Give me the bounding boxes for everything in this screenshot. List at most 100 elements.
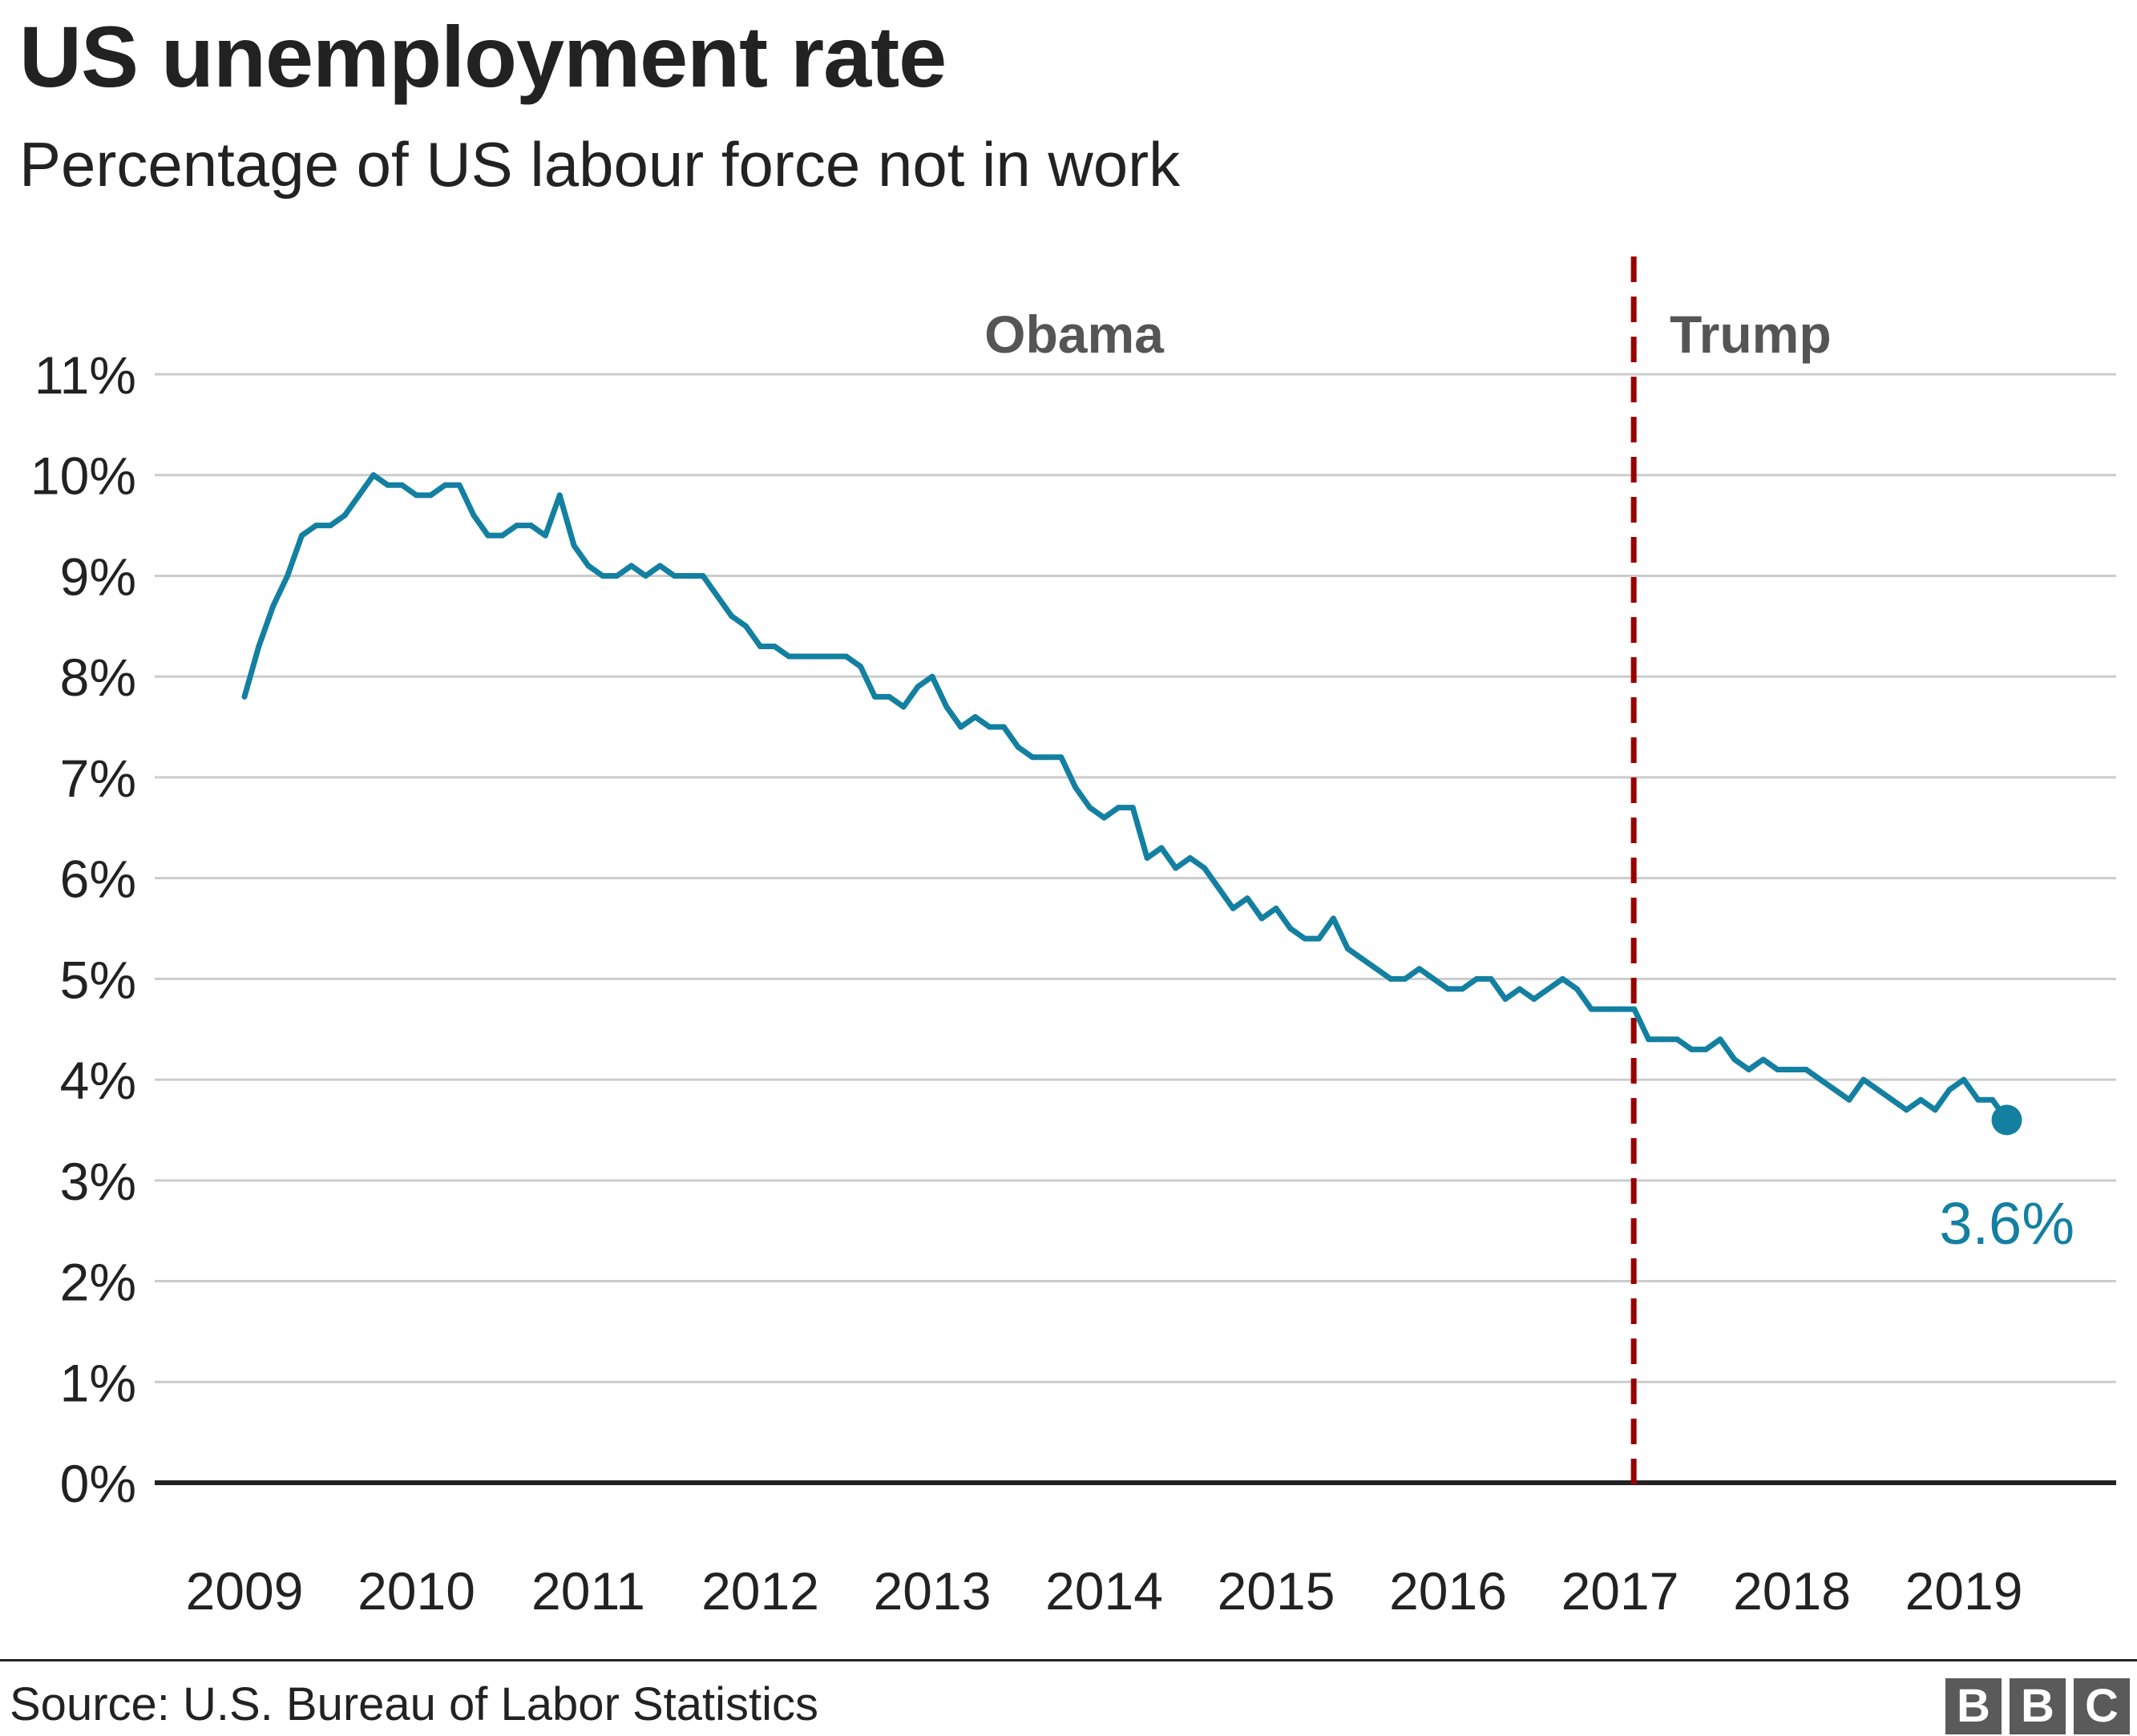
y-tick-label-0: 0% bbox=[60, 1454, 136, 1513]
series-segment-100 bbox=[1674, 1036, 1695, 1052]
series-segment-83 bbox=[1431, 975, 1451, 992]
series-segment-105 bbox=[1746, 1056, 1767, 1073]
y-tick-label-2: 2% bbox=[60, 1253, 136, 1312]
x-tick-label-2018: 2018 bbox=[1733, 1561, 1851, 1621]
chart-title: US unemployment rate bbox=[19, 8, 947, 105]
series-segment-7 bbox=[341, 492, 362, 519]
x-tick-label-2011: 2011 bbox=[531, 1561, 645, 1621]
series-segment-76 bbox=[1330, 915, 1351, 952]
series-segment-72 bbox=[1273, 905, 1294, 931]
series-segment-27 bbox=[628, 563, 648, 579]
series-segment-16 bbox=[471, 512, 491, 539]
series-segment-81 bbox=[1402, 966, 1423, 982]
series-segment-23 bbox=[571, 543, 592, 569]
series-segment-68 bbox=[1215, 885, 1236, 911]
series-segment-64 bbox=[1158, 845, 1179, 871]
x-tick-label-2017: 2017 bbox=[1561, 1561, 1679, 1621]
bbc-logo: B B C bbox=[1945, 1678, 2130, 1734]
series-segment-109 bbox=[1803, 1067, 1824, 1083]
series-segment-71 bbox=[1258, 905, 1279, 922]
series-segment-111 bbox=[1832, 1087, 1852, 1103]
series-segment-66 bbox=[1187, 854, 1208, 871]
period-label-trump: Trump bbox=[1670, 305, 1832, 364]
series-segment-97 bbox=[1631, 1006, 1652, 1043]
series-segment-59 bbox=[1087, 805, 1107, 821]
series-segment-2 bbox=[270, 572, 291, 609]
series-segment-22 bbox=[556, 492, 577, 549]
series-segment-42 bbox=[843, 653, 864, 670]
series-segment-78 bbox=[1359, 955, 1380, 972]
y-tick-label-6: 6% bbox=[60, 850, 136, 909]
series-segment-77 bbox=[1344, 946, 1365, 962]
series-segment-62 bbox=[1129, 805, 1150, 861]
series-segment-15 bbox=[456, 482, 477, 519]
series-segment-26 bbox=[614, 563, 635, 579]
x-tick-label-2009: 2009 bbox=[186, 1561, 304, 1621]
logo-letter-c: C bbox=[2074, 1678, 2130, 1734]
y-tick-label-8: 8% bbox=[60, 648, 136, 707]
series-segment-113 bbox=[1860, 1076, 1881, 1093]
series-segment-8 bbox=[356, 472, 377, 499]
series-segment-34 bbox=[729, 613, 749, 629]
series-segment-93 bbox=[1573, 986, 1594, 1012]
series-segment-117 bbox=[1917, 1096, 1938, 1113]
series-segment-60 bbox=[1101, 805, 1121, 821]
period-label-obama: Obama bbox=[984, 305, 1165, 364]
series-segment-75 bbox=[1316, 915, 1336, 942]
series-segment-115 bbox=[1889, 1096, 1909, 1113]
series-segment-91 bbox=[1545, 975, 1565, 992]
x-tick-label-2014: 2014 bbox=[1045, 1561, 1163, 1621]
series-segment-11 bbox=[399, 482, 419, 499]
y-tick-label-5: 5% bbox=[60, 950, 136, 1009]
y-axis-tick-labels: 0% 1% 2% 3% 4% 5% 6% 7% 8% 9% 10% 11% bbox=[30, 345, 136, 1513]
unemployment-rate-series bbox=[241, 472, 2010, 1123]
y-tick-label-1: 1% bbox=[60, 1353, 136, 1412]
series-segment-24 bbox=[585, 563, 606, 579]
x-tick-label-2019: 2019 bbox=[1905, 1561, 2023, 1621]
gridlines bbox=[155, 373, 2116, 1383]
series-segment-104 bbox=[1731, 1056, 1752, 1073]
series-segment-67 bbox=[1202, 865, 1222, 891]
series-segment-116 bbox=[1903, 1096, 1924, 1113]
series-segment-28 bbox=[642, 563, 663, 579]
series-segment-21 bbox=[542, 492, 563, 539]
logo-letter-b2: B bbox=[2010, 1678, 2066, 1734]
series-segment-112 bbox=[1846, 1076, 1867, 1103]
series-segment-63 bbox=[1144, 845, 1165, 861]
series-segment-51 bbox=[972, 713, 992, 730]
series-segment-102 bbox=[1703, 1036, 1723, 1052]
line-chart: 0%1%2%3%4%5%6%7%8%9%10%11% 2009 2010 2011 2… bbox=[30, 256, 2116, 1621]
logo-letter-b1: B bbox=[1945, 1678, 2002, 1734]
series-segment-4 bbox=[298, 523, 319, 539]
y-tick-label-7: 7% bbox=[60, 749, 136, 808]
series-segment-92 bbox=[1559, 975, 1580, 992]
footer-divider bbox=[0, 1659, 2137, 1661]
series-segment-37 bbox=[771, 643, 792, 660]
series-segment-69 bbox=[1230, 895, 1250, 911]
series-segment-32 bbox=[700, 572, 721, 600]
y-tick-label-11: 11% bbox=[34, 345, 136, 405]
series-segment-119 bbox=[1946, 1076, 1967, 1093]
series-segment-65 bbox=[1173, 854, 1194, 871]
source-note: Source: U.S. Bureau of Labor Statistics bbox=[10, 1678, 819, 1730]
series-segment-50 bbox=[958, 713, 979, 730]
series-segment-47 bbox=[915, 673, 935, 690]
series-segment-70 bbox=[1244, 895, 1265, 922]
series-segment-18 bbox=[499, 523, 520, 539]
series-segment-29 bbox=[656, 563, 677, 579]
series-segment-88 bbox=[1502, 986, 1523, 1003]
series-segment-118 bbox=[1932, 1087, 1953, 1113]
series-segment-3 bbox=[285, 532, 305, 579]
series-segment-49 bbox=[943, 704, 964, 730]
x-tick-label-2015: 2015 bbox=[1218, 1561, 1335, 1621]
x-tick-label-2013: 2013 bbox=[874, 1561, 992, 1621]
series-segment-103 bbox=[1717, 1036, 1738, 1063]
series-segment-0 bbox=[241, 643, 262, 700]
series-segment-1 bbox=[256, 603, 277, 649]
latest-value-marker bbox=[1991, 1104, 2022, 1136]
x-tick-label-2016: 2016 bbox=[1389, 1561, 1507, 1621]
x-tick-label-2012: 2012 bbox=[701, 1561, 819, 1621]
latest-value-label: 3.6% bbox=[1939, 1190, 2074, 1257]
series-segment-46 bbox=[900, 684, 921, 710]
chart-subtitle: Percentage of US labour force not in wor… bbox=[19, 129, 1181, 200]
